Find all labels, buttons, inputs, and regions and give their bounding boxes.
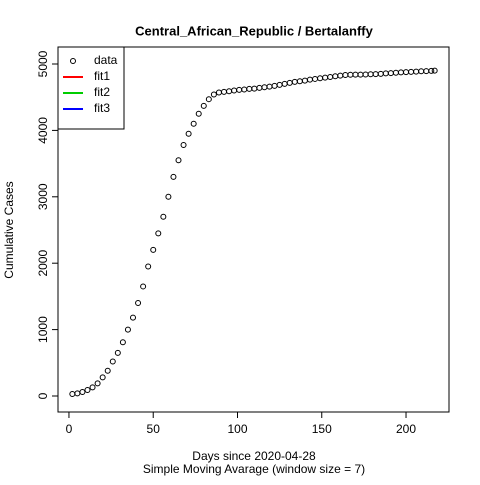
subtitle: Simple Moving Avarage (window size = 7): [143, 462, 365, 476]
legend-label: fit3: [94, 101, 110, 115]
data-point: [165, 193, 172, 200]
data-point: [124, 326, 131, 333]
data-point: [205, 96, 212, 103]
data-point: [180, 142, 187, 149]
y-tick-label: 4000: [36, 117, 50, 144]
legend-label: data: [94, 53, 118, 67]
y-tick-label: 2000: [36, 250, 50, 277]
data-point: [84, 387, 91, 394]
y-tick-label: 3000: [36, 183, 50, 210]
data-point: [145, 263, 152, 270]
data-point: [89, 384, 96, 391]
legend-label: fit1: [94, 69, 110, 83]
x-tick-label: 0: [66, 422, 73, 436]
y-tick-label: 5000: [36, 50, 50, 77]
data-point: [170, 173, 177, 180]
data-point: [129, 314, 136, 321]
data-point: [195, 110, 202, 117]
data-point: [135, 300, 142, 307]
y-tick-label: 0: [36, 392, 50, 399]
y-tick-label: 1000: [36, 316, 50, 343]
x-tick-label: 200: [396, 422, 416, 436]
data-point: [190, 120, 197, 127]
x-tick-label: 50: [147, 422, 161, 436]
data-point: [114, 349, 121, 356]
data-point: [210, 91, 217, 98]
data-point: [428, 67, 435, 74]
chart-title: Central_African_Republic / Bertalanffy: [135, 23, 373, 38]
data-point: [155, 230, 162, 237]
data-point: [175, 157, 182, 164]
data-point: [185, 130, 192, 137]
x-axis-label: Days since 2020-04-28: [192, 449, 316, 463]
data-point: [104, 367, 111, 374]
data-point: [140, 283, 147, 290]
data-point: [431, 67, 438, 74]
data-point: [109, 358, 116, 365]
x-tick-label: 100: [227, 422, 247, 436]
data-point: [150, 246, 157, 253]
legend-box: [57, 46, 125, 130]
y-axis-label: Cumulative Cases: [2, 181, 16, 278]
legend-label: fit2: [94, 85, 110, 99]
data-point: [200, 102, 207, 109]
legend-symbol: [70, 58, 76, 64]
data-point: [99, 374, 106, 381]
plot-box: [57, 46, 450, 413]
data-point: [94, 380, 101, 387]
data-point: [79, 389, 86, 396]
data-point: [160, 213, 167, 220]
data-point: [119, 339, 126, 346]
x-tick-label: 150: [312, 422, 332, 436]
